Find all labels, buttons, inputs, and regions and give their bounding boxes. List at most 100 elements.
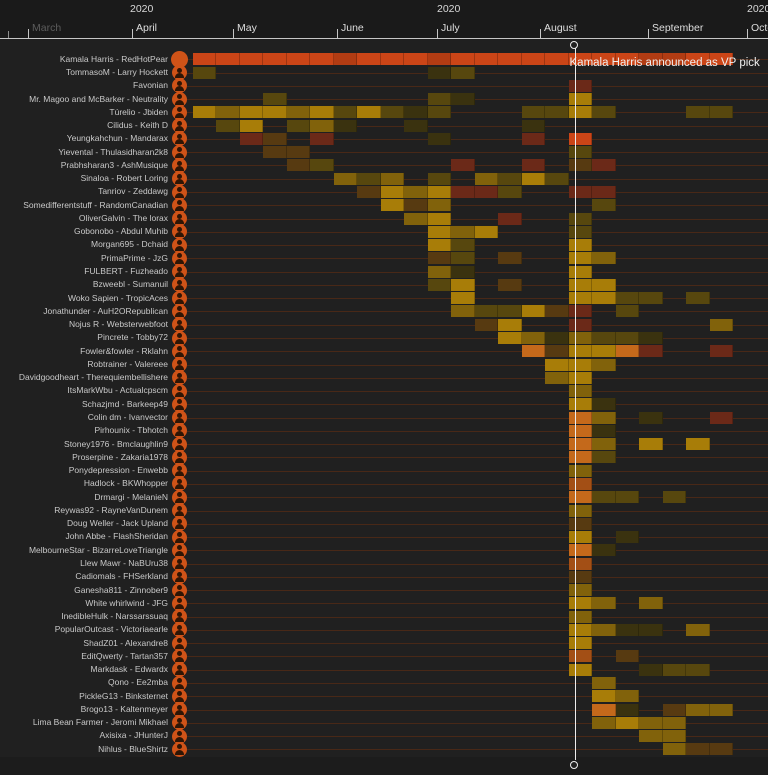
heat-cell[interactable]	[686, 53, 710, 66]
heat-cell[interactable]	[404, 199, 428, 212]
heat-cell[interactable]	[568, 305, 593, 318]
heat-cell[interactable]	[333, 106, 358, 119]
heat-cell[interactable]	[239, 132, 264, 145]
heat-cell[interactable]	[427, 265, 452, 278]
heat-cell[interactable]	[498, 305, 522, 318]
heat-cell[interactable]	[427, 66, 452, 79]
heat-cell[interactable]	[380, 106, 405, 119]
heat-cell[interactable]	[592, 331, 616, 344]
user-avatar-icon[interactable]	[171, 436, 187, 452]
row-label[interactable]: Ganesha811 - Zinnober9	[74, 584, 168, 595]
heat-cell[interactable]	[662, 703, 687, 716]
heat-cell[interactable]	[451, 292, 475, 305]
heat-cell[interactable]	[592, 278, 616, 291]
row-label[interactable]: Llew Mawr - NaBUru38	[80, 557, 168, 568]
heat-cell[interactable]	[568, 225, 593, 238]
heat-cell[interactable]	[568, 371, 593, 384]
heat-cell[interactable]	[615, 623, 640, 636]
row-label[interactable]: Proserpine - Zakaria1978	[72, 451, 168, 462]
user-avatar-icon[interactable]	[171, 463, 187, 479]
user-avatar-icon[interactable]	[171, 423, 187, 439]
row-label[interactable]: Yeungkahchun - Mandarax	[66, 133, 168, 144]
heat-cell[interactable]	[615, 690, 640, 703]
heat-cell[interactable]	[686, 106, 710, 119]
heat-cell[interactable]	[568, 650, 593, 663]
heat-cell[interactable]	[333, 119, 358, 132]
row-label[interactable]: Cilidus - Keith D	[107, 120, 168, 131]
heat-cell[interactable]	[498, 212, 522, 225]
user-avatar-icon[interactable]	[171, 702, 187, 718]
heat-cell[interactable]	[521, 345, 546, 358]
row-label[interactable]: Qono - Ee2mba	[107, 677, 168, 688]
user-avatar-icon[interactable]	[171, 104, 187, 120]
heat-cell[interactable]	[568, 597, 593, 610]
heat-cell[interactable]	[686, 438, 710, 451]
heat-cell[interactable]	[615, 305, 640, 318]
heat-cell[interactable]	[216, 53, 240, 66]
heat-cell[interactable]	[380, 186, 405, 199]
heat-cell[interactable]	[615, 53, 640, 66]
user-avatar-icon[interactable]	[171, 635, 187, 651]
heat-cell[interactable]	[427, 93, 452, 106]
heat-cell[interactable]	[592, 491, 616, 504]
heat-cell[interactable]	[427, 212, 452, 225]
heat-cell[interactable]	[568, 557, 593, 570]
row-label[interactable]: Favonian	[133, 80, 168, 91]
heat-cell[interactable]	[568, 517, 593, 530]
heat-cell[interactable]	[521, 132, 546, 145]
heat-cell[interactable]	[568, 491, 593, 504]
heat-cell[interactable]	[568, 318, 593, 331]
heat-cell[interactable]	[686, 292, 710, 305]
heat-cell[interactable]	[568, 438, 593, 451]
heat-cell[interactable]	[451, 53, 475, 66]
heat-cell[interactable]	[310, 159, 334, 172]
heat-cell[interactable]	[427, 239, 452, 252]
heat-cell[interactable]	[521, 331, 546, 344]
user-avatar-icon[interactable]	[171, 662, 187, 678]
heat-cell[interactable]	[592, 677, 616, 689]
heat-cell[interactable]	[592, 159, 616, 172]
heat-cell[interactable]	[639, 597, 663, 610]
row-label[interactable]: TommasoM - Larry Hockett	[65, 66, 168, 77]
row-label[interactable]: MelbourneStar - BizarreLoveTriangle	[28, 544, 168, 555]
heat-cell[interactable]	[427, 252, 452, 265]
user-avatar-icon[interactable]	[171, 648, 187, 664]
row-label[interactable]: Bzweebl - Sumanuil	[92, 279, 168, 290]
row-label[interactable]: Woko Sapien - TropicAces	[68, 292, 168, 303]
row-label[interactable]: Pincrete - Tobby72	[97, 332, 168, 343]
row-label[interactable]: Nojus R - Websterwebfoot	[68, 319, 168, 330]
user-avatar-icon[interactable]	[171, 595, 187, 611]
row-label[interactable]: Hadlock - BKWhopper	[83, 478, 168, 489]
heat-cell[interactable]	[357, 106, 381, 119]
heat-cell[interactable]	[451, 186, 475, 199]
heat-cell[interactable]	[239, 53, 264, 66]
heat-cell[interactable]	[357, 172, 381, 185]
heat-cell[interactable]	[545, 106, 569, 119]
heat-cell[interactable]	[568, 53, 593, 66]
heat-cell[interactable]	[451, 252, 475, 265]
heat-cell[interactable]	[592, 438, 616, 451]
row-label[interactable]: PopularOutcast - Victoriaearle	[54, 624, 168, 635]
heat-cell[interactable]	[498, 252, 522, 265]
heat-cell[interactable]	[263, 53, 287, 66]
heat-cell[interactable]	[521, 172, 546, 185]
user-avatar-icon[interactable]	[171, 78, 187, 94]
row-label[interactable]: Reywas92 - RayneVanDunem	[54, 504, 168, 515]
row-label[interactable]: Gobonobo - Abdul Muhib	[73, 226, 168, 237]
heat-cell[interactable]	[568, 358, 593, 371]
heat-cell[interactable]	[427, 278, 452, 291]
heat-cell[interactable]	[239, 106, 264, 119]
heat-cell[interactable]	[568, 212, 593, 225]
heat-cell[interactable]	[357, 186, 381, 199]
heat-cell[interactable]	[263, 106, 287, 119]
user-avatar-icon[interactable]	[171, 277, 187, 293]
heat-cell[interactable]	[568, 278, 593, 291]
heat-cell[interactable]	[568, 531, 593, 544]
heat-cell[interactable]	[404, 53, 428, 66]
row-label[interactable]: Pirhounix - Tbhotch	[94, 425, 168, 436]
heat-cell[interactable]	[592, 199, 616, 212]
row-label[interactable]: PickleG13 - Binksternet	[79, 690, 168, 701]
heat-cell[interactable]	[662, 730, 687, 743]
heat-cell[interactable]	[568, 385, 593, 398]
row-label[interactable]: Fowler&fowler - Rklahn	[80, 345, 168, 356]
